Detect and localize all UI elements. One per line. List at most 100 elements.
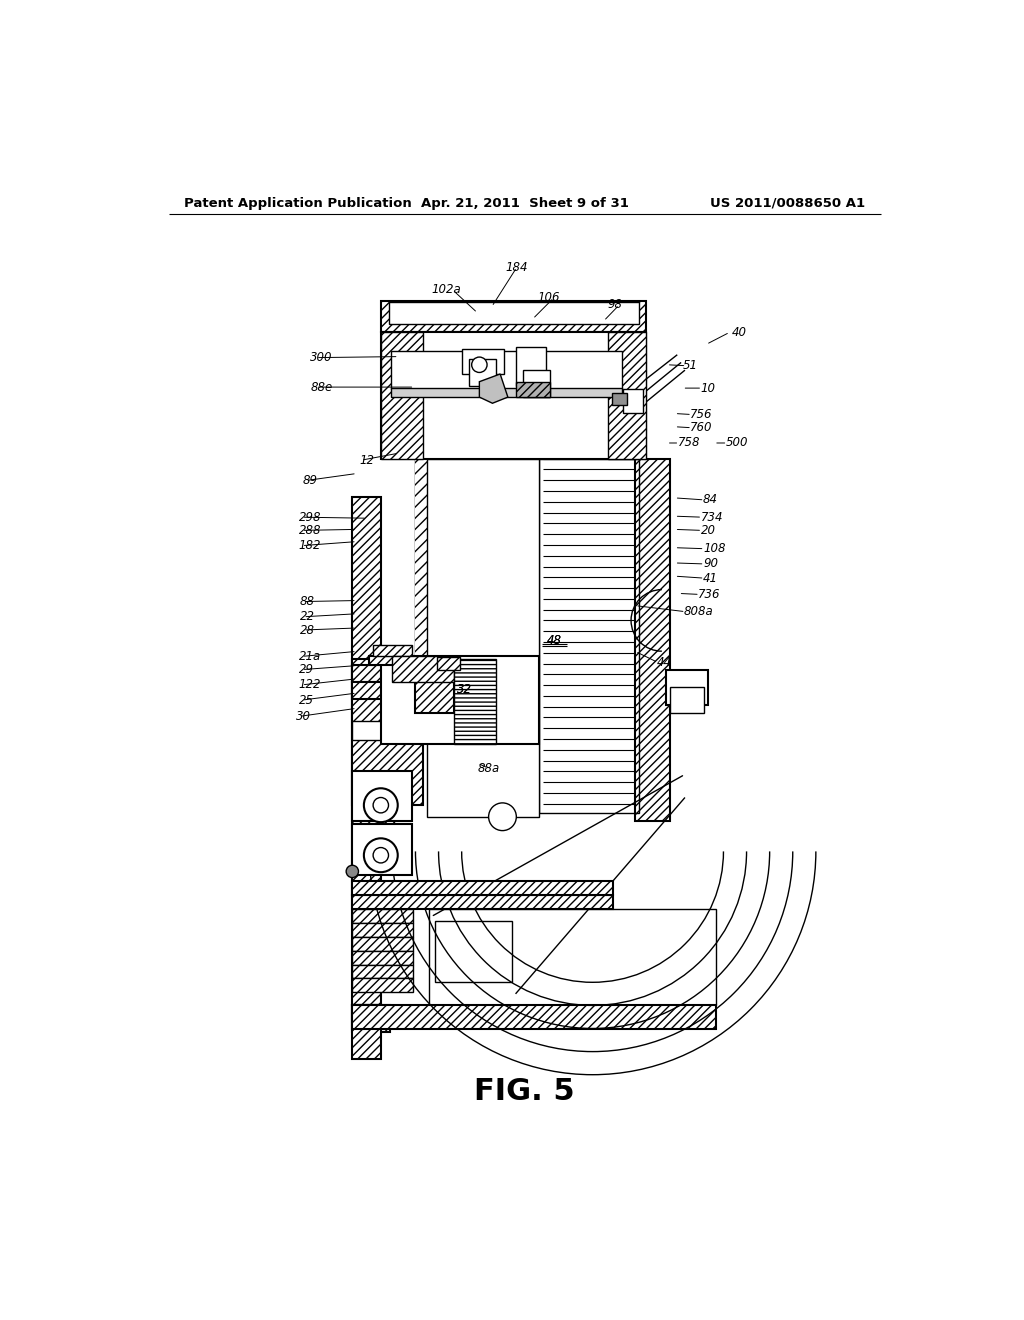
Bar [416,459,427,667]
Bar [437,656,460,671]
Bar [351,1006,390,1032]
Bar [351,978,413,993]
Bar [351,965,413,978]
Circle shape [364,838,397,873]
Bar [351,665,410,682]
Text: 40: 40 [731,326,746,339]
Text: 500: 500 [726,437,749,450]
Bar [351,882,613,895]
Text: 756: 756 [690,408,713,421]
Text: 48: 48 [547,634,562,647]
Bar [381,331,646,459]
Text: 84: 84 [703,494,718,507]
Text: 736: 736 [698,587,721,601]
Polygon shape [479,374,508,404]
Text: 48: 48 [547,634,562,647]
Text: 32: 32 [458,684,472,697]
Bar [351,909,413,923]
Text: 10: 10 [700,381,716,395]
Text: 44: 44 [656,656,672,669]
Text: 106: 106 [538,292,560,304]
Bar [351,1006,381,1059]
Text: 28: 28 [300,623,315,636]
Text: 98: 98 [608,298,623,312]
Bar [351,950,413,965]
Bar [391,388,622,397]
Bar [429,909,716,1006]
Text: 20: 20 [700,524,716,537]
Circle shape [488,803,516,830]
Text: 25: 25 [299,693,313,706]
Bar [611,393,628,405]
Bar [454,659,497,743]
Bar [351,682,410,700]
Bar [351,895,613,909]
Bar [351,771,412,821]
Bar [357,789,394,805]
Bar [515,347,547,385]
Text: 298: 298 [299,511,321,524]
Bar [351,923,413,937]
Circle shape [373,797,388,813]
Text: 184: 184 [506,260,528,273]
Text: 29: 29 [299,663,313,676]
Bar [523,370,550,397]
Bar [635,459,670,821]
Bar [462,350,504,374]
Bar [427,459,539,817]
Bar [624,389,643,412]
Text: 300: 300 [310,351,333,364]
Bar [381,656,539,743]
Text: 41: 41 [703,572,718,585]
Text: 30: 30 [296,710,311,723]
Circle shape [472,358,487,372]
Bar [351,805,394,851]
Text: US 2011/0088650 A1: US 2011/0088650 A1 [710,197,865,210]
Bar [515,381,550,397]
Bar [608,331,646,459]
Text: Patent Application Publication: Patent Application Publication [184,197,413,210]
Text: FIG. 5: FIG. 5 [474,1077,575,1106]
Bar [370,656,412,665]
Text: 758: 758 [678,437,700,450]
Bar [539,459,639,813]
Bar [381,331,423,459]
Bar [351,721,394,739]
Text: 32: 32 [458,684,472,697]
Bar [373,645,412,656]
Text: 89: 89 [302,474,317,487]
Bar [351,1006,716,1028]
Text: 288: 288 [299,524,321,537]
Text: 182: 182 [299,539,321,552]
Bar [351,659,423,805]
Text: 102a: 102a [431,282,461,296]
Bar [391,351,622,389]
Bar [670,688,705,713]
Bar [388,302,639,323]
Bar [469,359,497,387]
Text: 21a: 21a [299,649,321,663]
Text: 122: 122 [299,678,321,692]
Bar [416,459,427,667]
Text: 808a: 808a [684,605,714,618]
Text: 88: 88 [300,595,315,609]
Bar [351,825,412,875]
Circle shape [364,788,397,822]
Circle shape [346,866,358,878]
Bar [416,667,454,713]
Circle shape [373,847,388,863]
Text: 108: 108 [703,543,725,556]
Text: Apr. 21, 2011  Sheet 9 of 31: Apr. 21, 2011 Sheet 9 of 31 [421,197,629,210]
Text: 88e: 88e [310,380,333,393]
Text: 90: 90 [703,557,718,570]
Bar [435,921,512,982]
Text: 734: 734 [700,511,723,524]
Bar [666,671,708,705]
Bar [351,498,381,1006]
Text: 22: 22 [300,610,315,623]
Text: 51: 51 [682,359,697,372]
Text: 88a: 88a [477,762,500,775]
Bar [381,301,646,331]
Bar [351,937,413,950]
Text: 12: 12 [359,454,374,467]
